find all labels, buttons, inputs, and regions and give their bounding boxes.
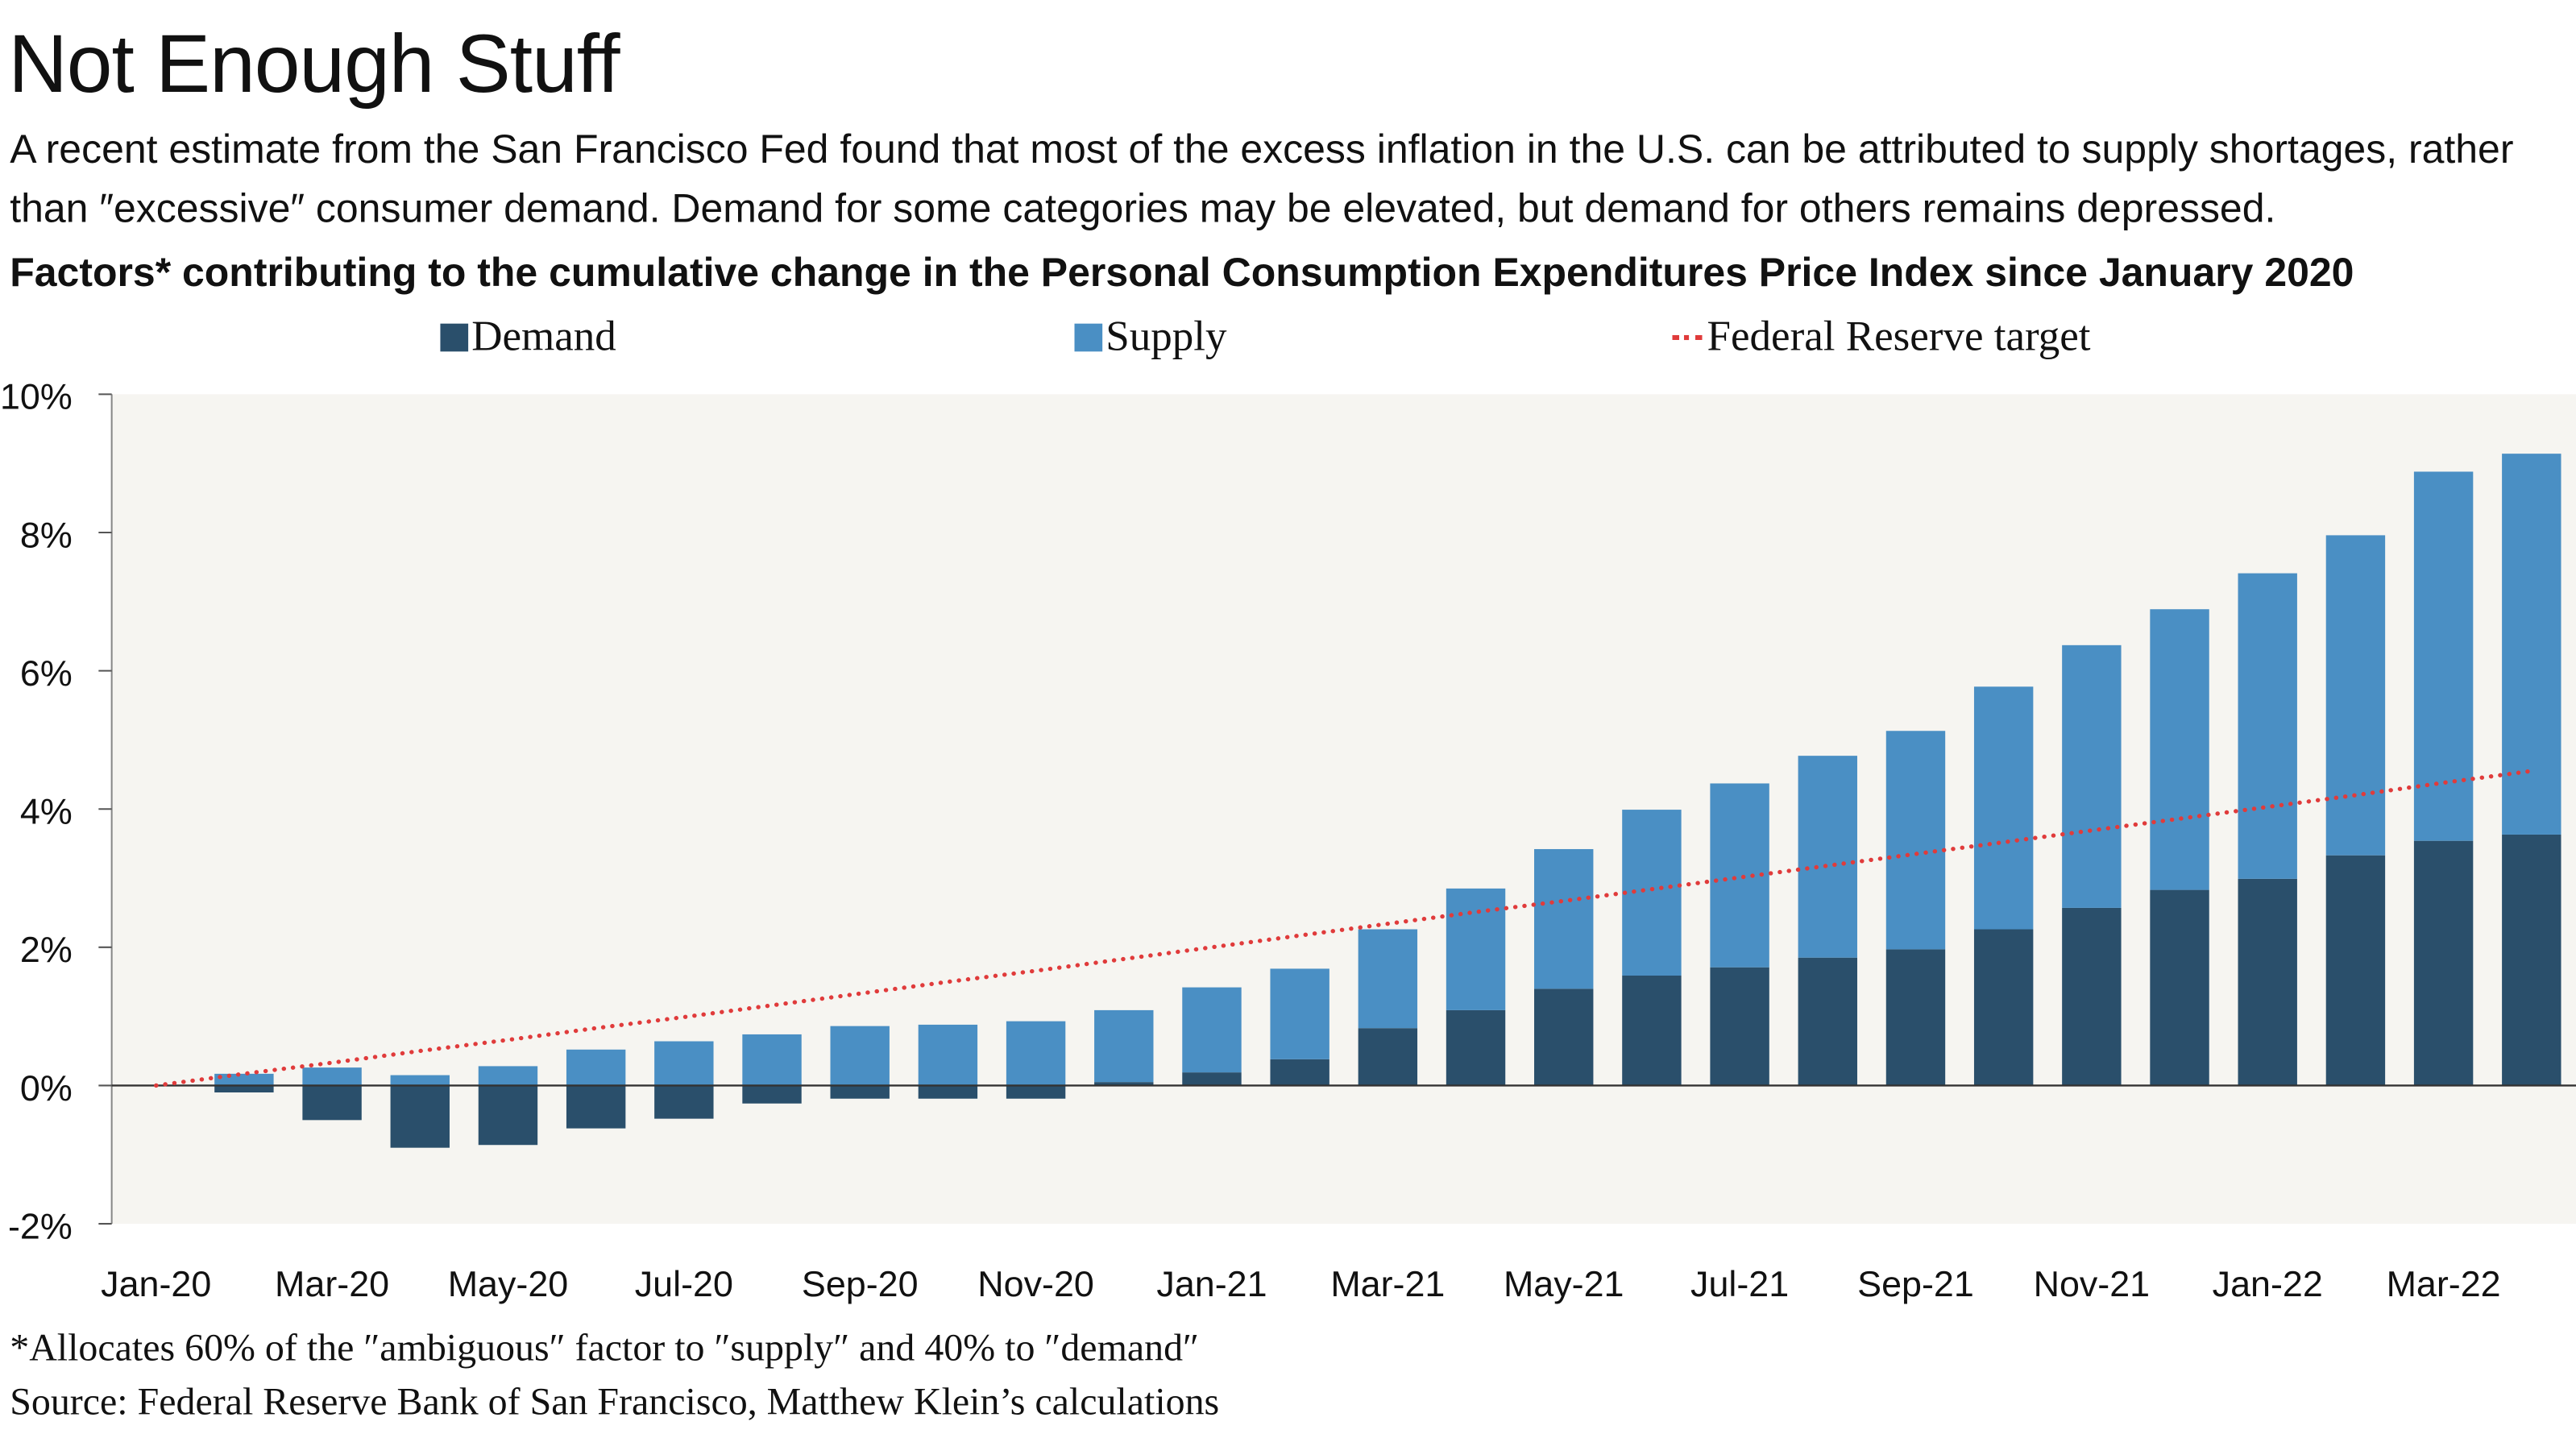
x-tick-label: Mar-22	[2387, 1263, 2501, 1304]
chart-title: Not Enough Stuff	[8, 18, 620, 110]
x-tick-label: Sep-20	[802, 1263, 919, 1304]
bar-demand-aug-21	[1798, 957, 1857, 1086]
bar-demand-feb-20	[214, 1085, 274, 1093]
bar-supply-dec-21	[2150, 609, 2209, 890]
bar-demand-jan-21	[1182, 1072, 1242, 1086]
bar-supply-sep-20	[830, 1026, 890, 1086]
bar-demand-sep-20	[830, 1085, 890, 1099]
bar-demand-apr-21	[1446, 1009, 1506, 1086]
bar-supply-jul-20	[654, 1041, 714, 1086]
y-tick-label: 0%	[20, 1067, 73, 1109]
bar-demand-jan-22	[2238, 878, 2297, 1086]
bar-supply-mar-20	[302, 1067, 362, 1086]
x-tick-label: Mar-21	[1330, 1263, 1445, 1304]
x-tick-label: Nov-21	[2034, 1263, 2151, 1304]
bar-supply-jun-20	[566, 1049, 626, 1086]
bar-demand-nov-21	[2062, 907, 2122, 1086]
bar-supply-nov-20	[1006, 1021, 1066, 1086]
x-tick-label: Nov-20	[977, 1263, 1094, 1304]
bar-demand-dec-20	[1094, 1082, 1154, 1086]
bar-demand-jul-21	[1710, 967, 1769, 1086]
bar-demand-dec-21	[2150, 889, 2209, 1086]
bar-demand-apr-20	[390, 1085, 450, 1148]
bar-supply-may-20	[478, 1066, 538, 1086]
bar-supply-jan-22	[2238, 573, 2297, 879]
legend-item-supply: Supply	[1074, 312, 1227, 361]
chart-subtitle: A recent estimate from the San Francisco…	[10, 128, 2514, 232]
bar-supply-apr-20	[390, 1075, 450, 1086]
bar-demand-feb-22	[2325, 855, 2386, 1086]
bar-supply-aug-20	[742, 1034, 802, 1086]
bar-demand-oct-21	[1973, 929, 2034, 1086]
legend-label-supply: Supply	[1105, 312, 1227, 360]
legend-item-fed-target: Federal Reserve target	[1672, 312, 2091, 361]
y-tick-label: -2%	[8, 1205, 73, 1246]
bar-demand-jun-21	[1622, 976, 1682, 1086]
bar-demand-mar-21	[1358, 1028, 1418, 1086]
bar-supply-apr-21	[1446, 888, 1506, 1010]
bar-demand-aug-20	[742, 1085, 802, 1104]
bar-demand-sep-21	[1885, 949, 1946, 1086]
bar-demand-mar-20	[302, 1085, 362, 1121]
footnote: *Allocates 60% of the ″ambiguous″ factor…	[10, 1327, 1199, 1370]
legend-label-fed-target: Federal Reserve target	[1707, 312, 2091, 360]
bar-chart: -2% 0% 2% 4% 6% 8% 10% Jan-20 Mar-20 May-20 Jul-20…	[0, 376, 2576, 1304]
bar-demand-mar-22	[2413, 840, 2474, 1086]
y-tick-label: 2%	[20, 929, 73, 970]
x-tick-label: Mar-20	[275, 1263, 389, 1304]
bar-supply-feb-22	[2325, 535, 2386, 856]
bar-supply-mar-21	[1358, 929, 1418, 1029]
legend-swatch-supply	[1074, 322, 1103, 351]
x-tick-label: Sep-21	[1857, 1263, 1974, 1304]
x-tick-label: Jul-21	[1690, 1263, 1789, 1304]
bar-demand-may-20	[478, 1085, 538, 1146]
bar-demand-feb-21	[1270, 1059, 1329, 1086]
x-tick-label: Jan-22	[2213, 1263, 2323, 1304]
legend-item-demand: Demand	[440, 312, 616, 361]
bar-supply-aug-21	[1798, 756, 1857, 958]
y-tick-label: 8%	[20, 514, 73, 555]
legend-swatch-fed-target	[1672, 334, 1703, 340]
bar-supply-jul-21	[1710, 783, 1769, 968]
bar-demand-oct-20	[918, 1085, 978, 1099]
fed-target-line	[154, 769, 2534, 1088]
y-tick-label: 6%	[20, 653, 73, 694]
legend-swatch-demand	[440, 322, 469, 351]
bar-supply-may-21	[1534, 848, 1594, 989]
x-tick-label: Jan-21	[1156, 1263, 1267, 1304]
bar-supply-oct-21	[1973, 686, 2034, 930]
bar-supply-mar-22	[2413, 471, 2474, 841]
bar-demand-jun-20	[566, 1085, 626, 1129]
bar-demand-jul-20	[654, 1085, 714, 1119]
bar-supply-jun-21	[1622, 810, 1682, 976]
bar-supply-feb-21	[1270, 968, 1329, 1059]
y-tick-label: 4%	[20, 791, 73, 832]
bar-supply-apr-22	[2502, 454, 2561, 835]
bar-supply-nov-21	[2062, 644, 2122, 908]
bar-demand-apr-22	[2502, 834, 2561, 1086]
legend-label-demand: Demand	[471, 312, 616, 360]
chart-heading: Factors* contributing to the cumulative …	[10, 251, 2354, 296]
bar-demand-may-21	[1534, 988, 1594, 1086]
x-tick-label: Jan-20	[101, 1263, 211, 1304]
bar-supply-oct-20	[918, 1024, 978, 1086]
x-tick-label: May-21	[1504, 1263, 1624, 1304]
y-tick-label: 10%	[0, 376, 73, 417]
bar-supply-sep-21	[1885, 731, 1946, 950]
bar-supply-feb-20	[214, 1073, 274, 1086]
x-tick-label: Jul-20	[635, 1263, 733, 1304]
bar-supply-jan-21	[1182, 987, 1242, 1073]
x-tick-label: May-20	[448, 1263, 569, 1304]
bar-supply-dec-20	[1094, 1009, 1154, 1083]
source-note: Source: Federal Reserve Bank of San Fran…	[10, 1381, 1220, 1424]
bar-demand-nov-20	[1006, 1085, 1066, 1099]
